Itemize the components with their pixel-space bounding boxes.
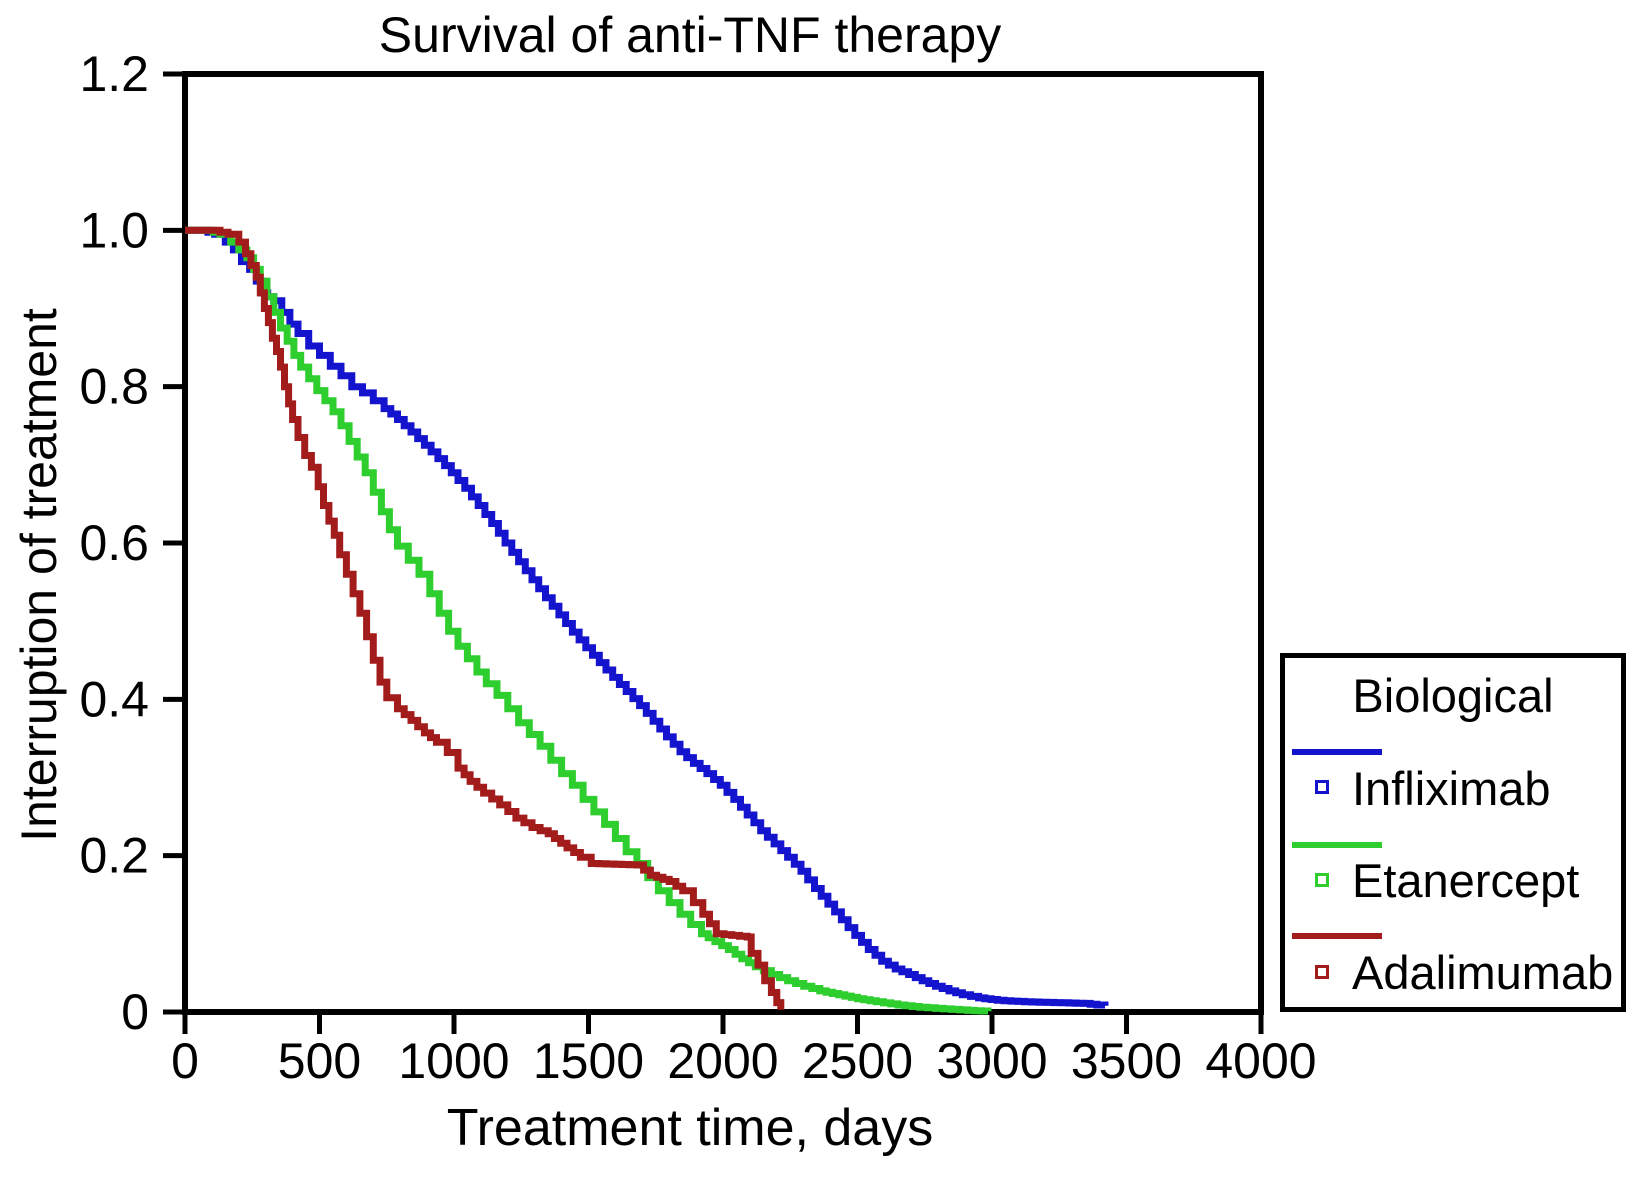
legend-open-square-icon [1315,780,1329,794]
x-tick-label: 0 [171,1033,199,1089]
x-axis-tick-labels: 0 500 1000 1500 2000 2500 3000 3500 4000 [171,1033,1317,1089]
y-axis-ticks [163,71,185,1015]
survival-curves [185,226,1109,1015]
y-tick-label: 0.4 [79,671,149,727]
chart-title: Survival of anti-TNF therapy [378,7,1002,63]
y-axis-title: Interruption of treatment [11,308,67,842]
legend-title: Biological [1352,669,1554,722]
legend-line-etanercept [1292,842,1382,848]
x-tick-label: 4000 [1205,1033,1316,1089]
legend-label-etanercept: Etanercept [1352,854,1580,907]
y-tick-label: 0.2 [79,828,149,884]
legend-open-square-icon [1315,965,1329,979]
x-tick-label: 500 [278,1033,361,1089]
y-tick-label: 0.6 [79,515,149,571]
y-tick-label: 1.2 [79,46,149,102]
x-tick-label: 1500 [533,1033,644,1089]
x-tick-label: 2500 [802,1033,913,1089]
series-curve-etanercept [185,226,992,1015]
legend-open-square-icon [1315,873,1329,887]
y-tick-label: 0 [121,984,149,1040]
y-tick-label: 0.8 [79,359,149,415]
legend-label-adalimumab: Adalimumab [1352,946,1614,999]
x-tick-label: 2000 [667,1033,778,1089]
legend-line-adalimumab [1292,933,1382,939]
legend-line-infliximab [1292,749,1382,755]
plot-border [182,71,1264,1015]
x-axis-ticks [182,1012,1264,1034]
legend-label-infliximab: Infliximab [1352,762,1551,815]
series-curve-infliximab [185,226,1109,1009]
x-tick-label: 3000 [936,1033,1047,1089]
y-axis-tick-labels: 0 0.2 0.4 0.6 0.8 1.0 1.2 [79,46,149,1040]
x-tick-label: 1000 [398,1033,509,1089]
x-axis-title: Treatment time, days [446,1099,934,1157]
legend-box: Biological Infliximab Etanercept Adalimu… [1280,653,1626,1012]
y-tick-label: 1.0 [79,202,149,258]
series-curve-adalimumab [185,226,785,1010]
x-tick-label: 3500 [1071,1033,1182,1089]
